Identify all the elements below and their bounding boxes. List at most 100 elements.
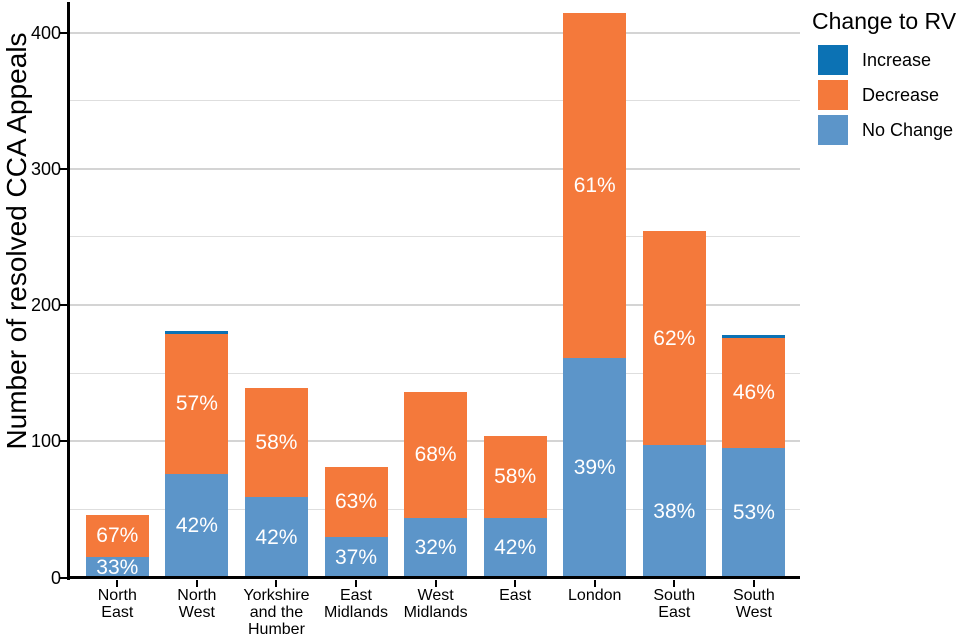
bar-segment-increase [722, 334, 786, 338]
legend-item-label: No Change [862, 120, 954, 140]
gridline-y-150 [70, 372, 800, 374]
bar-percentage-label: 61% [573, 174, 616, 198]
x-axis-category-label-line: East [339, 587, 372, 604]
x-tick-6 [514, 579, 517, 587]
legend-swatch-no-change [818, 115, 848, 145]
x-axis-category-label: Yorkshire and the Humber [211, 587, 341, 638]
x-axis-category-label-line: Yorkshire [243, 587, 310, 604]
x-tick-1 [116, 579, 119, 587]
bar-segment-decrease: 63% [324, 467, 388, 537]
x-axis-category-label: West Midlands [371, 587, 501, 621]
x-axis-category-label-line: Humber [247, 621, 305, 638]
bar-percentage-label: 46% [732, 381, 775, 405]
bar-segment-decrease: 58% [483, 435, 547, 518]
bar-percentage-label: 37% [334, 545, 378, 569]
bar-segment-no-change: 38% [642, 445, 706, 578]
x-tick-3 [275, 579, 278, 587]
x-axis-category-label-line: and the [249, 604, 304, 621]
bar-segment-increase [165, 330, 229, 334]
bar-segment-no-change: 42% [244, 497, 308, 578]
bar-segment-decrease: 62% [642, 231, 706, 446]
x-axis-category-label-line: East [658, 604, 691, 621]
x-axis-category-label-line: London [568, 587, 622, 604]
bar-percentage-label: 53% [732, 501, 775, 525]
legend-swatch-decrease [818, 80, 848, 110]
legend-item-label: Decrease [862, 85, 940, 105]
x-tick-9 [752, 579, 755, 587]
x-axis-category-label: North East [52, 587, 182, 621]
bar-percentage-label: 42% [255, 525, 298, 549]
bar-percentage-label: 68% [414, 443, 457, 467]
x-tick-5 [434, 579, 437, 587]
bar-segment-no-change: 42% [483, 517, 547, 578]
bar-percentage-label: 42% [175, 514, 218, 538]
x-axis-line [67, 576, 800, 579]
y-tick-300 [60, 167, 68, 170]
bar-segment-no-change: 37% [324, 536, 388, 578]
y-tick-100 [60, 440, 68, 443]
y-tick-200 [60, 304, 68, 306]
gridline-y-350 [70, 100, 800, 102]
bar-percentage-label: 58% [494, 465, 537, 489]
bar-segment-no-change: 53% [722, 448, 786, 578]
bar-segment-no-change: 33% [85, 555, 149, 579]
y-axis-line [67, 2, 70, 580]
gridline-y-300 [70, 167, 800, 170]
x-axis-category-label-line: Midlands [323, 604, 389, 621]
bar-percentage-label: 33% [96, 555, 139, 579]
legend: Change to RV Increase Decrease No Change [812, 0, 960, 160]
x-axis-category-label-line: East [499, 587, 532, 604]
gridline-y-250 [70, 236, 800, 238]
bar-percentage-label: 42% [494, 536, 537, 560]
y-tick-label: 200 [30, 295, 61, 315]
x-axis-category-label-line: South [653, 587, 696, 604]
y-tick-label: 300 [30, 158, 61, 179]
x-axis-category-label-line: Midlands [403, 604, 468, 621]
x-axis-category-label: North West [132, 587, 262, 621]
x-tick-2 [195, 579, 198, 587]
x-axis-category-label: East Midlands [291, 587, 421, 621]
x-axis-category-label-line: East [101, 604, 134, 621]
y-tick-label: 100 [30, 431, 61, 452]
x-axis-category-label-line: West [417, 587, 454, 604]
bar-segment-decrease: 61% [563, 13, 627, 359]
gridline-y-200 [70, 304, 800, 306]
bar-segment-decrease: 68% [404, 392, 468, 518]
bar-percentage-label: 57% [175, 392, 218, 416]
y-tick-label: 0 [50, 567, 61, 588]
bar-segment-decrease: 58% [244, 388, 308, 498]
x-axis-category-label: London [530, 587, 660, 604]
x-axis-category-label-line: South [732, 587, 775, 604]
x-tick-4 [355, 579, 357, 587]
gridline-y-400 [70, 31, 800, 34]
x-axis-category-label-line: West [735, 604, 772, 621]
x-axis-category-label: East [450, 587, 580, 604]
y-tick-label: 400 [30, 22, 61, 43]
bar-percentage-label: 39% [573, 456, 616, 480]
legend-item-label: Increase [862, 50, 932, 70]
bar-percentage-label: 58% [255, 431, 298, 455]
x-axis-category-label: South West [689, 587, 819, 621]
bar-segment-no-change: 32% [404, 517, 468, 578]
bar-segment-no-change: 42% [165, 473, 229, 578]
bar-percentage-label: 38% [653, 499, 696, 523]
bar-segment-no-change: 39% [563, 358, 627, 578]
y-tick-400 [60, 31, 68, 34]
bar-segment-decrease: 57% [165, 333, 229, 474]
bar-segment-decrease: 67% [85, 514, 149, 558]
legend-title: Change to RV [812, 8, 957, 34]
x-axis-category-label: South East [609, 587, 739, 621]
bar-percentage-label: 67% [96, 524, 139, 548]
bar-segment-decrease: 46% [722, 337, 786, 449]
x-tick-7 [593, 579, 596, 587]
bar-percentage-label: 62% [653, 326, 696, 350]
x-tick-8 [673, 579, 676, 587]
y-tick-0 [60, 576, 68, 579]
bar-percentage-label: 63% [334, 490, 378, 514]
x-axis-category-label-line: North [97, 587, 137, 604]
legend-swatch-increase [818, 45, 848, 75]
bar-percentage-label: 32% [414, 536, 457, 560]
x-axis-category-label-line: North [177, 587, 217, 604]
